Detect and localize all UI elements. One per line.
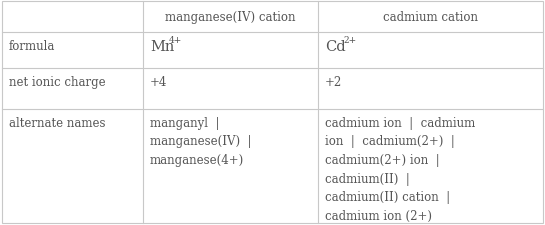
Text: net ionic charge: net ionic charge <box>9 76 106 89</box>
Text: manganyl  |
manganese(IV)  |
manganese(4+): manganyl | manganese(IV) | manganese(4+) <box>150 117 251 166</box>
Text: Cd: Cd <box>325 40 346 54</box>
Text: +2: +2 <box>325 76 342 89</box>
Text: 2+: 2+ <box>343 36 356 45</box>
Text: formula: formula <box>9 40 56 53</box>
Text: 4+: 4+ <box>169 36 182 45</box>
Text: manganese(IV) cation: manganese(IV) cation <box>165 11 296 24</box>
Text: +4: +4 <box>150 76 167 89</box>
Text: Mn: Mn <box>150 40 174 54</box>
Text: alternate names: alternate names <box>9 117 106 129</box>
Text: cadmium cation: cadmium cation <box>383 11 478 24</box>
Text: cadmium ion  |  cadmium
ion  |  cadmium(2+)  |
cadmium(2+) ion  |
cadmium(II)  |: cadmium ion | cadmium ion | cadmium(2+) … <box>325 117 475 222</box>
